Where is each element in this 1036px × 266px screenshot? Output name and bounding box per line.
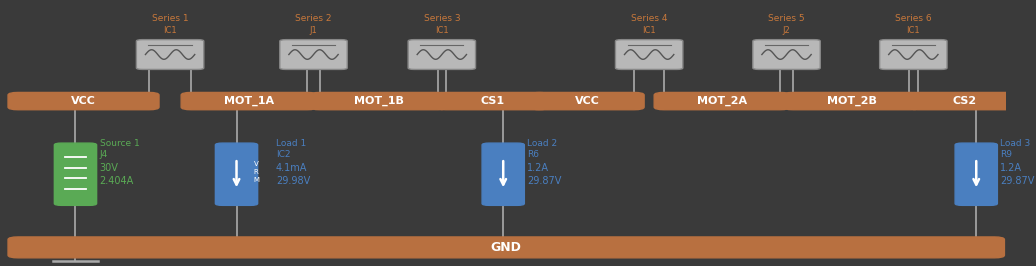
FancyBboxPatch shape — [530, 92, 644, 110]
Text: CS2: CS2 — [952, 96, 976, 106]
Text: IC1: IC1 — [642, 26, 656, 35]
FancyBboxPatch shape — [615, 40, 683, 69]
Text: MOT_1A: MOT_1A — [224, 96, 275, 106]
FancyBboxPatch shape — [8, 92, 159, 110]
FancyBboxPatch shape — [654, 92, 790, 110]
Text: R: R — [254, 169, 258, 174]
Text: Load 2: Load 2 — [527, 139, 557, 148]
Text: R9: R9 — [1001, 150, 1012, 159]
FancyBboxPatch shape — [181, 92, 317, 110]
FancyBboxPatch shape — [436, 92, 548, 110]
FancyBboxPatch shape — [215, 143, 258, 205]
Text: Load 1: Load 1 — [276, 139, 306, 148]
Text: Series 3: Series 3 — [424, 14, 460, 23]
FancyBboxPatch shape — [54, 143, 96, 205]
Text: J4: J4 — [99, 150, 108, 159]
Text: R6: R6 — [527, 150, 540, 159]
FancyBboxPatch shape — [908, 92, 1020, 110]
Text: Series 6: Series 6 — [895, 14, 931, 23]
Text: IC2: IC2 — [276, 150, 290, 159]
Text: Series 1: Series 1 — [152, 14, 189, 23]
Text: Series 4: Series 4 — [631, 14, 667, 23]
Text: VCC: VCC — [71, 96, 96, 106]
FancyBboxPatch shape — [280, 40, 347, 69]
FancyBboxPatch shape — [880, 40, 947, 69]
FancyBboxPatch shape — [955, 143, 998, 205]
Text: 30V: 30V — [99, 163, 118, 173]
Text: CS1: CS1 — [480, 96, 505, 106]
Text: 1.2A: 1.2A — [1001, 163, 1023, 173]
Text: 29.87V: 29.87V — [527, 176, 562, 186]
Text: GND: GND — [491, 241, 522, 254]
FancyBboxPatch shape — [408, 40, 476, 69]
Text: 1.2A: 1.2A — [527, 163, 549, 173]
Text: Load 3: Load 3 — [1001, 139, 1031, 148]
Text: Series 2: Series 2 — [295, 14, 332, 23]
Text: J2: J2 — [782, 26, 790, 35]
Text: MOT_2A: MOT_2A — [697, 96, 747, 106]
Text: V: V — [254, 161, 258, 167]
FancyBboxPatch shape — [753, 40, 821, 69]
Text: 29.98V: 29.98V — [276, 176, 310, 186]
Text: MOT_1B: MOT_1B — [354, 96, 404, 106]
FancyBboxPatch shape — [310, 92, 448, 110]
FancyBboxPatch shape — [137, 40, 204, 69]
Text: IC1: IC1 — [906, 26, 920, 35]
Text: Series 5: Series 5 — [769, 14, 805, 23]
Text: M: M — [254, 177, 260, 182]
Text: IC1: IC1 — [164, 26, 177, 35]
FancyBboxPatch shape — [8, 237, 1005, 258]
FancyBboxPatch shape — [783, 92, 921, 110]
Text: IC1: IC1 — [435, 26, 449, 35]
Text: 2.404A: 2.404A — [99, 176, 134, 186]
Text: VCC: VCC — [575, 96, 600, 106]
FancyBboxPatch shape — [482, 143, 524, 205]
Text: 4.1mA: 4.1mA — [276, 163, 307, 173]
Text: 29.87V: 29.87V — [1001, 176, 1035, 186]
Text: Source 1: Source 1 — [99, 139, 140, 148]
Text: J1: J1 — [310, 26, 317, 35]
Text: MOT_2B: MOT_2B — [827, 96, 876, 106]
